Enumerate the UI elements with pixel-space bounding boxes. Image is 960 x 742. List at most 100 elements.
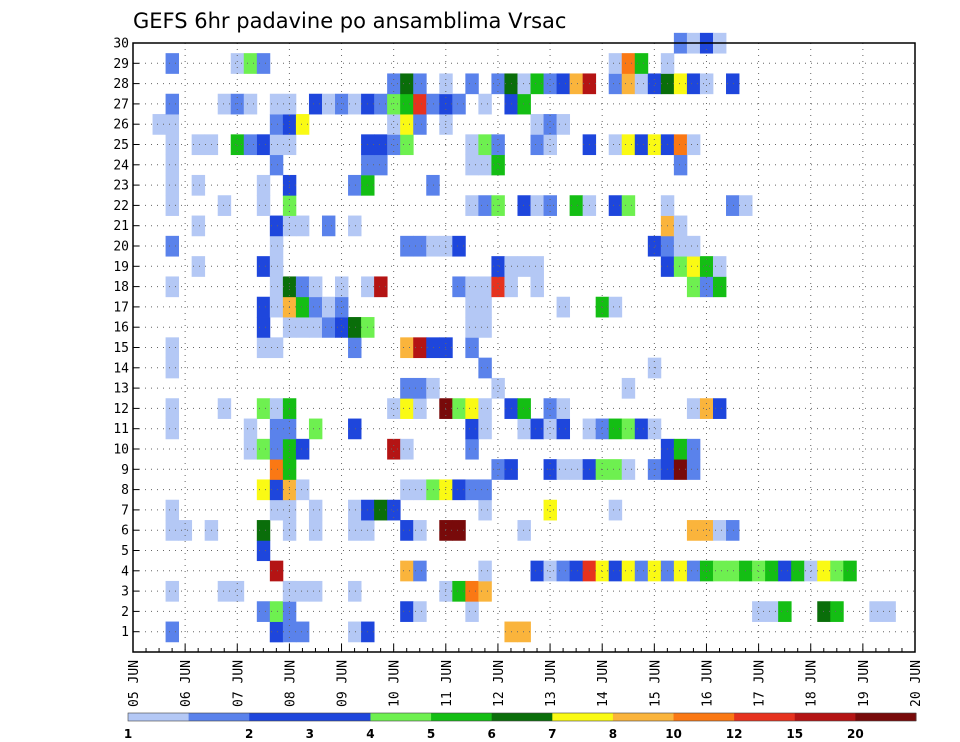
heat-cell	[308, 317, 323, 338]
heat-cell	[256, 540, 271, 562]
heat-cell	[321, 215, 336, 237]
legend-label: 2	[245, 727, 253, 741]
heat-cell	[478, 560, 492, 582]
heat-cell	[295, 580, 310, 602]
heat-cell	[686, 235, 701, 257]
y-tick-label: 16	[113, 321, 129, 336]
heat-cell	[673, 215, 688, 237]
heat-cell	[478, 479, 492, 501]
heat-cell	[465, 317, 479, 338]
heat-cell	[243, 53, 258, 74]
heat-cell	[400, 601, 414, 622]
heat-cell	[256, 337, 271, 359]
heat-cell	[426, 337, 440, 359]
x-tick-label: 17 JUN	[753, 660, 768, 707]
heat-cell	[673, 438, 688, 460]
heat-cell	[256, 296, 271, 318]
heat-cell	[452, 479, 466, 501]
heat-cell	[569, 560, 584, 582]
legend-swatch	[612, 713, 675, 721]
heat-cell	[217, 580, 232, 602]
heat-cell	[295, 215, 310, 237]
heat-cell	[348, 621, 362, 643]
heat-cell	[712, 520, 727, 541]
heat-cell	[686, 438, 701, 460]
heat-cell	[465, 276, 479, 298]
heat-cell	[517, 195, 531, 216]
heat-cell	[452, 520, 466, 541]
heat-cell	[556, 459, 571, 480]
heat-cell	[256, 398, 271, 419]
heat-cell	[699, 276, 714, 298]
heat-cell	[595, 418, 610, 440]
legend-label: 8	[609, 727, 617, 741]
heat-cell	[569, 459, 584, 480]
heat-cell	[243, 418, 258, 440]
y-tick-label: 10	[113, 443, 129, 458]
heat-cell	[491, 256, 505, 277]
heat-cell	[686, 73, 701, 95]
heat-cell	[256, 520, 271, 541]
y-tick-label: 18	[113, 280, 129, 295]
heat-cell	[686, 276, 701, 298]
heat-cell	[374, 154, 388, 176]
heat-cell	[465, 154, 479, 176]
x-tick-label: 15 JUN	[648, 660, 663, 707]
heat-cell	[217, 93, 232, 115]
y-tick-label: 6	[121, 524, 129, 539]
heat-cell	[348, 580, 362, 602]
heat-cell	[256, 134, 271, 156]
heat-cell	[413, 235, 427, 257]
heat-cell	[452, 580, 466, 602]
heat-cell	[308, 499, 323, 521]
heat-cell	[348, 337, 362, 359]
heat-cell	[686, 459, 701, 480]
heat-cell	[465, 296, 479, 318]
heat-cell	[256, 601, 271, 622]
y-tick-label: 3	[121, 585, 129, 600]
heat-cell	[686, 560, 701, 582]
heat-cell	[243, 93, 258, 115]
heat-cell	[400, 438, 414, 460]
heat-cell	[465, 134, 479, 156]
heat-cell	[165, 93, 180, 115]
heat-cell	[387, 134, 401, 156]
heat-cell	[165, 195, 180, 216]
heat-cell	[647, 418, 662, 440]
heat-cell	[556, 560, 571, 582]
legend-label: 5	[427, 727, 435, 741]
heat-cell	[478, 195, 492, 216]
heat-cell	[387, 114, 401, 135]
heat-cell	[387, 398, 401, 419]
heat-cell	[295, 317, 310, 338]
heat-cell	[152, 114, 166, 135]
heat-cell	[321, 93, 336, 115]
heat-cell	[348, 215, 362, 237]
heat-cell	[621, 560, 636, 582]
x-tick-label: 05 JUN	[127, 660, 142, 707]
heat-cell	[686, 398, 701, 419]
heat-cell	[608, 418, 623, 440]
heat-cell	[308, 276, 323, 298]
heat-cell	[465, 337, 479, 359]
heat-cell	[673, 134, 688, 156]
heat-cell	[400, 235, 414, 257]
heat-cell	[699, 73, 714, 95]
y-tick-label: 5	[121, 544, 129, 559]
x-tick-label: 07 JUN	[231, 660, 246, 707]
heat-cell	[478, 357, 492, 379]
heat-cell	[191, 134, 206, 156]
y-tick-label: 24	[113, 158, 129, 173]
heat-cell	[191, 174, 206, 196]
heat-cell	[530, 134, 544, 156]
x-tick-label: 12 JUN	[492, 660, 507, 707]
heat-cell	[413, 337, 427, 359]
heat-cell	[413, 377, 427, 399]
heat-cell	[465, 601, 479, 622]
y-tick-label: 13	[113, 382, 129, 397]
heat-cell	[374, 276, 388, 298]
heat-cell	[256, 317, 271, 338]
legend-swatch	[491, 713, 553, 721]
x-tick-label: 20 JUN	[909, 660, 924, 707]
heat-cell	[543, 114, 557, 135]
